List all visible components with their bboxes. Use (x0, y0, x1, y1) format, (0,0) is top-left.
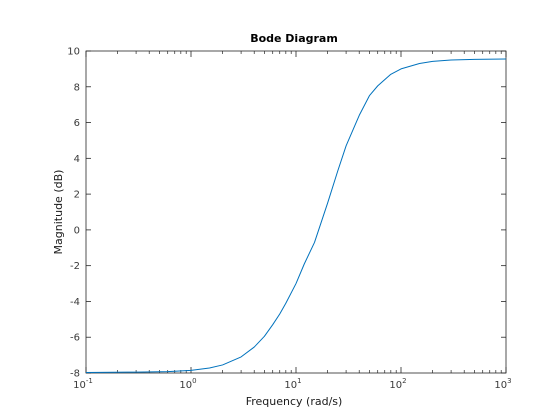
x-tick-label-base: 10 (73, 380, 86, 391)
magnitude-series-line (85, 58, 507, 373)
series-layer (85, 58, 507, 373)
chart-title: Bode Diagram (250, 32, 338, 45)
x-tick-label-exponent: 2 (402, 377, 406, 385)
x-tick-label: 103 (494, 377, 511, 391)
x-tick-label: 100 (179, 377, 196, 391)
x-tick-label-exponent: 1 (297, 377, 301, 385)
x-tick-label-base: 10 (179, 380, 192, 391)
y-tick-label: 8 (74, 82, 80, 93)
x-tick-label-exponent: 0 (192, 377, 196, 385)
x-axis-label: Frequency (rad/s) (246, 395, 343, 408)
x-tick-label: 101 (284, 377, 301, 391)
x-tick-label: 102 (389, 377, 406, 391)
plot-area (85, 50, 507, 374)
x-axis-tick-labels: 10-1 100 101 102 103 (73, 377, 511, 391)
y-tick-label: -2 (70, 261, 80, 272)
x-tick-label-base: 10 (494, 380, 507, 391)
x-tick-label-exponent: -1 (86, 377, 93, 385)
y-tick-label: -4 (70, 297, 80, 308)
y-axis-ticks (86, 50, 506, 374)
y-axis-tick-labels: -8 -6 -4 -2 0 2 4 6 8 10 (67, 47, 80, 380)
x-tick-label-base: 10 (284, 380, 297, 391)
y-tick-label: -8 (70, 369, 80, 380)
y-axis-label: Magnitude (dB) (52, 170, 65, 255)
x-tick-label: 10-1 (73, 377, 93, 391)
y-tick-label: 2 (74, 190, 80, 201)
x-tick-label-base: 10 (389, 380, 402, 391)
y-tick-label: 4 (74, 154, 80, 165)
x-tick-label-exponent: 3 (507, 377, 511, 385)
y-tick-label: 6 (74, 118, 80, 129)
y-tick-label: -6 (70, 333, 80, 344)
y-tick-label: 0 (74, 225, 80, 236)
y-tick-label: 10 (67, 47, 80, 58)
